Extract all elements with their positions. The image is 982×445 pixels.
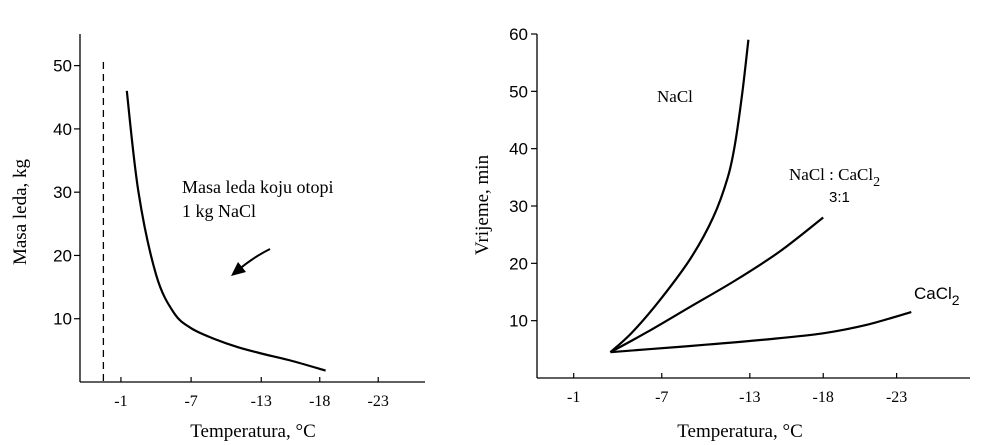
y-tick-label: 20 [509,254,528,273]
x-tick-label: -7 [184,393,197,410]
y-tick-label: 40 [509,140,528,159]
x-ticks: -1 -7 -13 -18 -23 [114,377,389,410]
y-tick-label: 10 [53,310,72,329]
x-tick-label: -18 [813,389,834,406]
cacl2-curve [610,311,912,354]
y-tick-label: 30 [509,197,528,216]
x-axis-label: Temperatura, °C [677,421,803,442]
time-chart: 10 20 30 40 50 60 -1 -7 -13 -18 -23 NaCl NaCl : C… [472,25,970,442]
x-tick-label: -1 [567,389,580,406]
x-axis-label: Temperatura, °C [190,421,316,442]
y-tick-label: 40 [53,120,72,139]
series-curves [609,39,912,354]
y-tick-label: 60 [509,25,528,44]
series-label-mix: NaCl : CaCl2 [789,165,880,190]
y-tick-label: 10 [509,312,528,331]
x-tick-label: -18 [309,393,330,410]
x-tick-label: -7 [655,389,668,406]
ice-mass-chart: 10 20 30 40 50 -1 -7 -13 -18 -23 Masa leda koju … [10,34,425,442]
y-ticks: 10 20 30 40 50 [53,57,80,329]
series-label-nacl: NaCl [657,87,693,106]
y-tick-label: 20 [53,246,72,265]
x-tick-label: -23 [368,393,389,410]
x-tick-label: -23 [886,389,907,406]
nacl-cacl2-mix-curve [609,216,824,354]
x-tick-label: -13 [739,389,760,406]
y-axis-label: Vrijeme, min [472,154,493,255]
y-axis-label: Masa leda, kg [10,158,31,265]
annotation-line-2: 1 kg NaCl [182,201,256,221]
series-label-cacl2: CaCl2 [914,284,960,308]
y-tick-label: 30 [53,183,72,202]
x-tick-label: -1 [114,393,127,410]
y-tick-label: 50 [509,82,528,101]
annotation-line-1: Masa leda koju otopi [182,177,333,197]
y-ticks: 10 20 30 40 50 60 [509,25,537,331]
series-label-mix-ratio: 3:1 [829,189,850,206]
nacl-curve [609,39,750,354]
x-tick-label: -13 [251,393,272,410]
annotation-arrowhead [231,262,246,276]
ice-mass-curve [125,90,326,372]
y-tick-label: 50 [53,57,72,76]
x-ticks: -1 -7 -13 -18 -23 [567,373,907,406]
